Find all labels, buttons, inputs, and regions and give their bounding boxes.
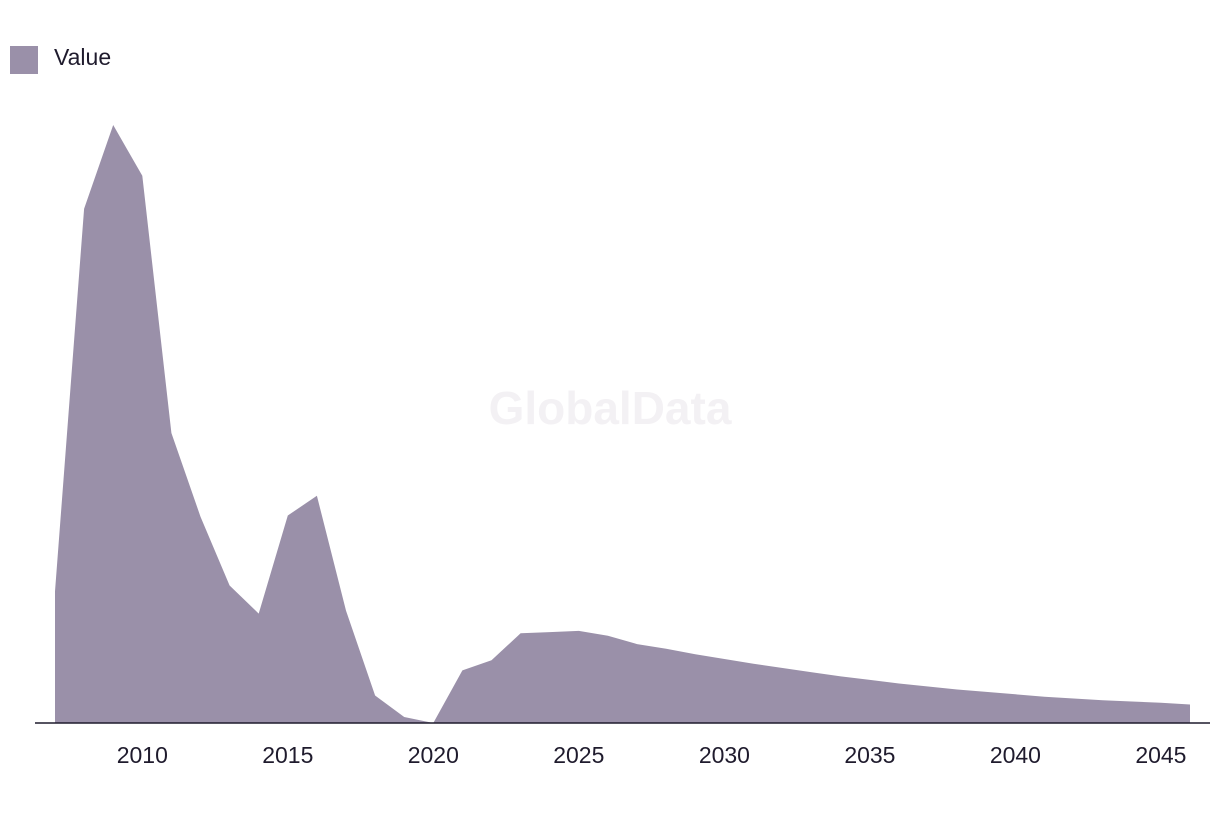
legend-swatch bbox=[10, 46, 38, 74]
x-tick-label: 2030 bbox=[699, 742, 750, 768]
x-tick-label: 2040 bbox=[990, 742, 1041, 768]
x-axis-ticks: 2010 2015 2020 2025 2030 2035 2040 2045 bbox=[117, 742, 1187, 768]
x-tick-label: 2015 bbox=[262, 742, 313, 768]
x-tick-label: 2020 bbox=[408, 742, 459, 768]
watermark: GlobalData bbox=[489, 382, 732, 434]
x-tick-label: 2045 bbox=[1135, 742, 1186, 768]
x-tick-label: 2025 bbox=[553, 742, 604, 768]
series-area-value bbox=[55, 125, 1190, 723]
x-tick-label: 2010 bbox=[117, 742, 168, 768]
legend: Value bbox=[10, 44, 111, 74]
legend-label: Value bbox=[54, 44, 111, 70]
x-tick-label: 2035 bbox=[844, 742, 895, 768]
